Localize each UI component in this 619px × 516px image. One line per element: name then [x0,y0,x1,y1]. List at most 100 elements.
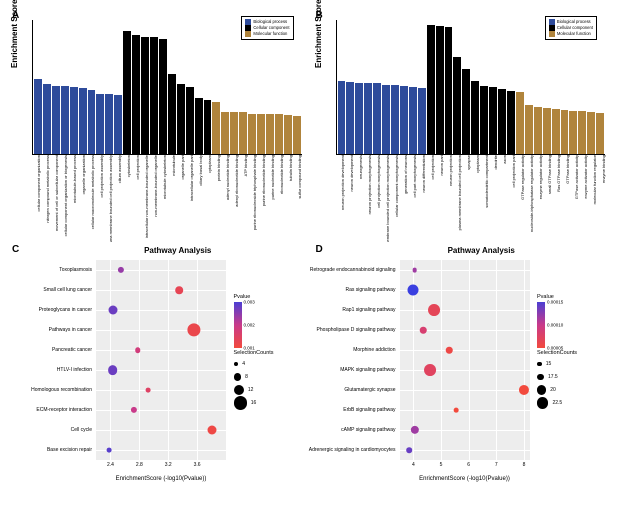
xlabel-slot: movement of cell or subcellular componen… [50,155,59,238]
xlabel-slot: GTPase binding [560,155,569,238]
bubble-point [446,347,453,354]
x-tick-label: 2.4 [107,462,114,468]
gridline-h [96,410,226,411]
bar [382,85,390,154]
gridline-v [139,260,140,460]
bar [275,114,283,154]
bar [195,98,203,154]
bar [52,86,60,154]
xlabel-slot: enzyme activator activity [578,155,587,238]
xlabel-slot: microtubule [167,155,176,238]
pvalue-tick: 0.00005 [547,346,563,351]
xlabel-slot: cellular component organization or bioge… [59,155,68,238]
size-legend-row: 8 [234,371,306,383]
y-category-label: Phospholipase D signaling pathway [317,327,396,333]
y-category-label: Homologous recombination [31,387,92,393]
gridline-h [400,290,530,291]
bar [516,92,524,154]
size-legend-row: 15 [537,358,609,370]
bar [346,82,354,154]
xlabel-slot: cytoplasm [203,155,212,238]
xlabel-slot: Ras GTPase binding [551,155,560,238]
gridline-h [400,430,530,431]
bubble-point [131,407,137,413]
xlabel-slot: nitrogen compound metabolic process [41,155,50,238]
bubble-point [107,448,112,453]
panel-d-ylabels: Adrenergic signaling in cardiomyocytescA… [312,260,398,460]
xlabel-slot: non-membrane-bounded organelle [149,155,158,238]
size-legend-label: 12 [248,387,254,393]
panel-c-ylabels: Base excision repairCell cycleECM-recept… [8,260,94,460]
panel-c-legend: Pvalue0.0030.0020.001SelectionCounts4812… [234,292,306,410]
panel-d-label: D [316,244,323,255]
gridline-h [400,270,530,271]
gridline-h [96,450,226,451]
xlabel-slot: intracellular organelle part [185,155,194,238]
pvalue-tick: 0.00015 [547,300,563,305]
pvalue-tick: 0.00010 [547,323,563,328]
panel-b-bars [337,20,606,154]
bar [552,109,560,154]
xlabel-slot: adenyl ribonucleotide binding [230,155,239,238]
xlabel-slot: purine ribonucleotide binding [257,155,266,238]
panel-b-xlabels: neuron projection developmentneuron deve… [336,155,606,238]
y-category-label: Rap1 signaling pathway [342,307,395,313]
size-legend-label: 22.5 [552,400,562,406]
size-legend: 1517.52022.5 [537,358,609,409]
size-legend-row: 4 [234,358,306,370]
size-legend-circle [234,362,239,367]
xlabel-slot: GTPase regulator activity [515,155,524,238]
bar [266,114,274,154]
bubble-point [454,408,459,413]
bar [96,94,104,154]
pvalue-colorbar: 0.000150.000100.00005 [537,302,545,348]
xlabel-slot: dendrite [488,155,497,238]
xlabel-slot: cell projection assembly [95,155,104,238]
xlabel-slot: cell projection [131,155,140,238]
xlabel-slot: cytoplasm [470,155,479,238]
xlabel-slot: neuron development [344,155,353,238]
bubble-point [408,285,419,296]
pvalue-colorbar: 0.0030.0020.001 [234,302,242,348]
panel-a-plot [32,20,302,155]
gridline-v [197,260,198,460]
size-legend-row: 12 [234,384,306,396]
xlabel-slot: purine ribonucleoside triphosphate bindi… [248,155,257,238]
xlabel-slot: cellular component morphogenesis [389,155,398,238]
panel-c-title: Pathway Analysis [48,246,308,255]
pvalue-tick: 0.002 [244,323,255,328]
y-category-label: HTLV-I infection [57,367,92,373]
bar [418,88,426,154]
xlabel-slot: ciliary basal body [194,155,203,238]
panel-c-label: C [12,244,19,255]
y-category-label: Morphine addiction [353,347,395,353]
bar [132,35,140,154]
y-category-label: ErbB signaling pathway [343,407,395,413]
xlabel-slot: neuron differentiation [416,155,425,238]
xlabel-slot: cell projection part [506,155,515,238]
bar [436,26,444,154]
gridline-h [400,350,530,351]
gridline-v [110,260,111,460]
xlabel-slot: somatodendritic compartment [479,155,488,238]
bar [230,112,238,154]
bar [525,105,533,154]
bubble-point [175,286,183,294]
bar [355,83,363,154]
size-legend-circle [234,373,242,381]
bar [569,111,577,154]
gridline-v [441,260,442,460]
bar [168,74,176,154]
pvalue-tick: 0.003 [244,300,255,305]
bar [186,87,194,154]
bar [507,91,515,154]
bar [391,85,399,154]
x-tick-label: 6 [467,462,470,468]
xlabel-slot: generation of neurons [398,155,407,238]
gridline-h [400,310,530,311]
xlabel-slot: molecular function regulator [587,155,596,238]
bubble-point [406,447,412,453]
bubble-point [207,426,216,435]
size-legend-title: SelectionCounts [234,350,306,356]
panel-a: A Biological processCellular componentMo… [8,8,308,238]
